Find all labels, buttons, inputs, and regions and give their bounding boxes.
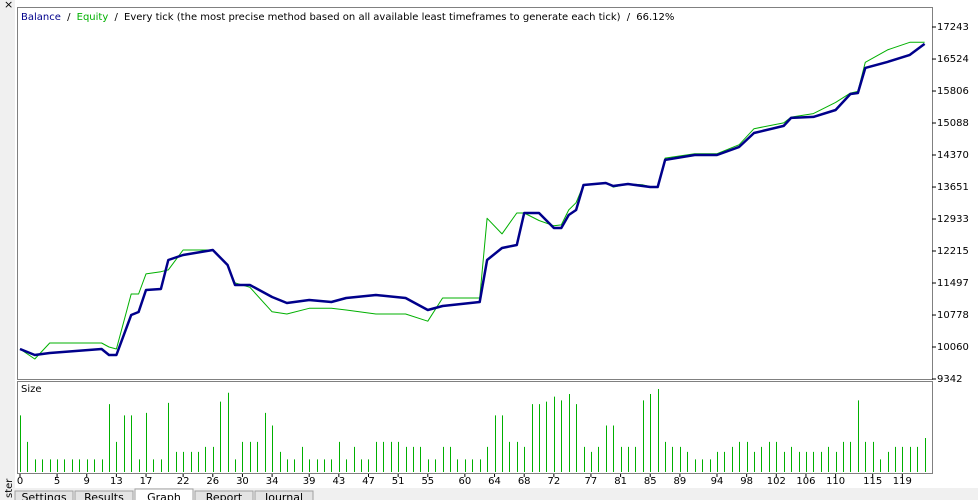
tab-label[interactable]: Journal [264, 491, 303, 500]
y-tick-label: 15088 [937, 118, 969, 129]
separator: / [67, 12, 71, 23]
x-tick-label: 26 [206, 476, 219, 487]
x-tick-label: 39 [303, 476, 316, 487]
x-tick-label: 47 [362, 476, 375, 487]
x-tick-label: 9 [84, 476, 90, 487]
size-panel-title: Size [21, 384, 42, 395]
y-tick-label: 17243 [937, 22, 969, 33]
x-tick-label: 0 [17, 476, 23, 487]
tab-label[interactable]: Settings [21, 491, 66, 500]
tab [254, 490, 314, 500]
x-tick-label: 43 [332, 476, 345, 487]
x-tick-label: 30 [236, 476, 249, 487]
x-tick-label: 115 [863, 476, 882, 487]
tab [194, 490, 254, 500]
x-tick-label: 5 [54, 476, 60, 487]
x-tick-label: 68 [518, 476, 531, 487]
x-tick-label: 85 [644, 476, 657, 487]
separator: / [627, 12, 631, 23]
x-tick-label: 60 [459, 476, 472, 487]
main-panel-frame [17, 7, 933, 380]
x-tick-label: 51 [392, 476, 405, 487]
tab [14, 490, 74, 500]
y-tick-label: 10778 [937, 310, 969, 321]
graph-background [15, 0, 978, 488]
x-tick-label: 81 [614, 476, 627, 487]
legend-balance: Balance [21, 12, 61, 23]
y-tick-label: 12933 [937, 214, 969, 225]
y-tick-label: 14370 [937, 150, 969, 161]
tab-label[interactable]: Graph [147, 491, 181, 500]
y-tick-label: 11497 [937, 278, 969, 289]
x-tick-label: 64 [488, 476, 501, 487]
x-tick-label: 34 [266, 476, 279, 487]
balance-line [19, 42, 926, 357]
tab-label[interactable]: Results [84, 491, 124, 500]
x-tick-label: 13 [110, 476, 123, 487]
y-tick-label: 12215 [937, 246, 969, 257]
x-tick-label: 110 [826, 476, 845, 487]
x-tick-label: 77 [585, 476, 598, 487]
x-tick-label: 106 [796, 476, 815, 487]
tab-label[interactable]: Report [206, 491, 243, 500]
y-tick-label: 15806 [937, 86, 969, 97]
x-tick-label: 98 [740, 476, 753, 487]
equity-line [19, 41, 925, 360]
legend-equity: Equity [77, 12, 109, 23]
x-tick-label: 119 [893, 476, 912, 487]
tab-bar: Settings Results Graph Report Journal [14, 488, 314, 500]
x-tick-label: 102 [767, 476, 786, 487]
x-tick-label: 89 [674, 476, 687, 487]
side-label: ster [4, 478, 15, 498]
size-panel-frame [17, 381, 933, 474]
graph-header: Balance / Equity / Every tick (the most … [21, 12, 674, 23]
model-description: Every tick (the most precise method base… [124, 12, 621, 23]
y-tick-label: 16524 [937, 54, 969, 65]
modelling-quality: 66.12% [636, 12, 674, 23]
x-tick-label: 72 [547, 476, 560, 487]
y-tick-label: 9342 [937, 374, 962, 385]
tab [74, 490, 134, 500]
y-tick-label: 13651 [937, 182, 969, 193]
close-button[interactable]: × [4, 0, 13, 11]
separator: / [114, 12, 118, 23]
x-tick-label: 55 [421, 476, 434, 487]
x-tick-label: 94 [711, 476, 724, 487]
x-tick-label: 17 [140, 476, 153, 487]
y-tick-label: 10060 [937, 342, 969, 353]
tab [134, 488, 194, 500]
x-tick-label: 22 [177, 476, 190, 487]
